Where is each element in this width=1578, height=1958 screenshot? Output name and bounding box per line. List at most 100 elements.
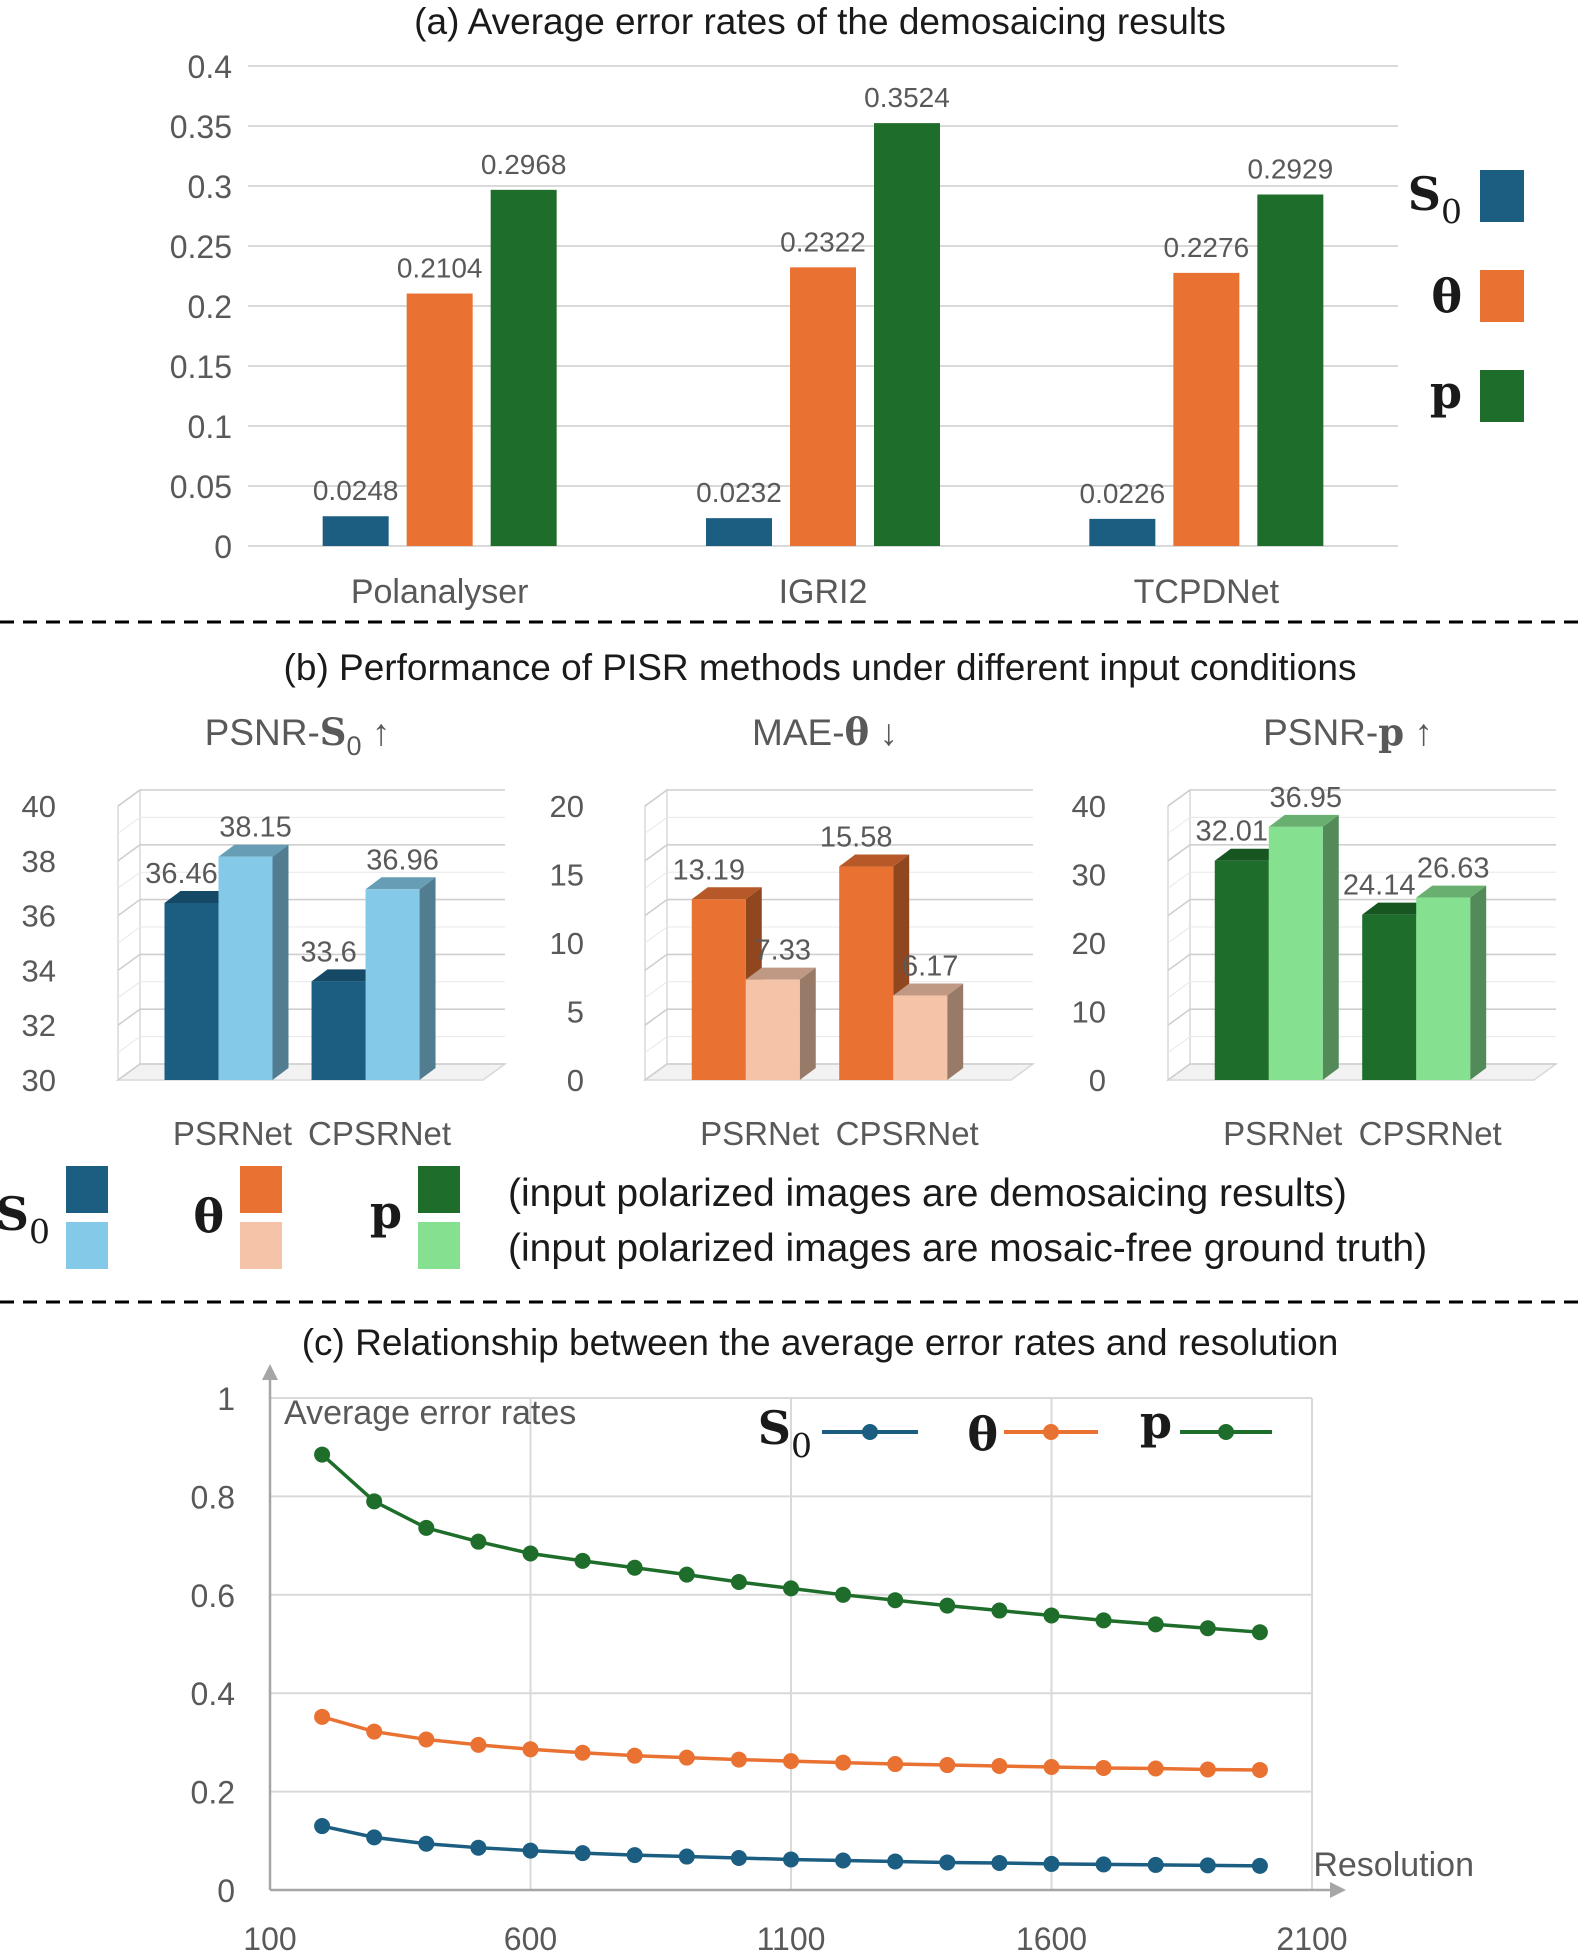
data-point: [522, 1842, 539, 1859]
x-tick-label: 1600: [1016, 1921, 1087, 1957]
bar-PSRNet-series1: [745, 967, 816, 1080]
legend-b-p-light-swatch: [418, 1222, 460, 1269]
data-point: [991, 1854, 1008, 1871]
y-tick-label: 0.4: [191, 1676, 235, 1712]
legend-b-p-label: p: [370, 1185, 402, 1239]
x-category-label: CPSRNet: [1359, 1115, 1502, 1152]
data-point: [939, 1854, 956, 1871]
data-point: [835, 1754, 852, 1771]
y-tick-label: 0.1: [188, 409, 232, 445]
data-point: [418, 1731, 435, 1748]
data-point: [314, 1708, 331, 1725]
y-axis-arrow: [262, 1364, 278, 1380]
data-label: 0.3524: [864, 82, 950, 113]
legend-b-p-dark-swatch: [418, 1166, 460, 1213]
legend-b-theta-label: θ: [193, 1189, 224, 1243]
y-tick-label: 32: [22, 1008, 56, 1043]
y-tick-label: 10: [550, 926, 584, 961]
legend-b-s0-label: S0: [0, 1187, 50, 1251]
data-label: 0.2968: [481, 149, 567, 180]
grid-line: [117, 816, 505, 834]
x-category-label: CPSRNet: [836, 1115, 979, 1152]
y-tick-label: 0.15: [170, 349, 232, 385]
legend-c-theta-marker: [1043, 1424, 1059, 1440]
y-tick-label: 20: [550, 789, 584, 824]
bar-CPSRNet-series1: [1416, 885, 1487, 1080]
data-point: [887, 1592, 904, 1609]
x-tick-label: 1100: [757, 1921, 826, 1957]
x-category-label: PSRNet: [1223, 1115, 1342, 1152]
data-label: 33.6: [300, 936, 356, 968]
chart-c-title: (c) Relationship between the average err…: [302, 1322, 1339, 1363]
data-point: [678, 1749, 695, 1766]
x-tick-label: 600: [504, 1921, 557, 1957]
data-point: [1095, 1759, 1112, 1776]
data-point: [1043, 1855, 1060, 1872]
y-tick-label: 0.2: [191, 1775, 235, 1811]
data-point: [939, 1597, 956, 1614]
y-tick-label: 1: [217, 1381, 235, 1417]
legend-b-s0-light-swatch: [66, 1222, 108, 1269]
data-label: 0.0248: [313, 475, 399, 506]
y-tick-label: 40: [1072, 789, 1106, 824]
data-point: [366, 1723, 383, 1740]
y-tick-label: 5: [567, 995, 584, 1030]
data-point: [835, 1586, 852, 1603]
data-point: [887, 1853, 904, 1870]
grid-line: [644, 789, 1033, 807]
bar-p-IGRI2: [874, 123, 940, 547]
legend-c-theta-label: θ: [967, 1407, 998, 1461]
data-point: [1147, 1856, 1164, 1873]
grid-line: [644, 926, 1033, 944]
y-tick-label: 38: [22, 844, 56, 879]
subplot-title: PSNR-p ↑: [1263, 710, 1433, 754]
legend-b-s0-dark-swatch: [66, 1166, 108, 1213]
x-category-label: CPSRNet: [308, 1115, 451, 1152]
legend-c-p-marker: [1218, 1424, 1234, 1440]
legend-b-theta-light-swatch: [240, 1222, 282, 1269]
grid-line: [644, 816, 1033, 834]
data-label: 26.63: [1417, 853, 1490, 885]
y-tick-label: 36: [22, 899, 56, 934]
data-point: [626, 1847, 643, 1864]
y-axis-label: Average error rates: [284, 1394, 576, 1432]
y-tick-label: 0.25: [170, 229, 232, 265]
data-label: 0.0232: [696, 477, 782, 508]
legend-b-theta-dark-swatch: [240, 1166, 282, 1213]
y-tick-label: 0: [217, 1873, 235, 1909]
y-tick-label: 40: [22, 789, 56, 824]
data-point: [939, 1757, 956, 1774]
legend-a-s0-label: S0: [1408, 167, 1462, 231]
data-point: [366, 1829, 383, 1846]
legend-a-s0-swatch: [1480, 170, 1524, 222]
data-label: 36.95: [1269, 782, 1342, 814]
legend-c-p-label: p: [1140, 1395, 1172, 1449]
data-label: 6.17: [902, 950, 958, 982]
grid-line: [1167, 816, 1556, 834]
data-point: [1251, 1857, 1268, 1874]
data-point: [991, 1602, 1008, 1619]
chart-a: 0 0.05 0.1 0.15 0.2 0.25 0.3 0.35 0.4 Polanalyser…: [170, 49, 1524, 611]
data-point: [991, 1758, 1008, 1775]
data-point: [574, 1744, 591, 1761]
bar-S0-IGRI2: [706, 518, 772, 546]
y-tick-label: 0.3: [188, 169, 232, 205]
x-category-label: PSRNet: [173, 1115, 292, 1152]
grid-line: [117, 789, 505, 807]
data-point: [887, 1756, 904, 1773]
bar-S0-Polanalyser: [322, 516, 389, 546]
data-point: [783, 1753, 799, 1770]
data-label: 0.2929: [1248, 154, 1334, 185]
data-point: [314, 1818, 331, 1835]
data-point: [1095, 1612, 1112, 1629]
data-point: [470, 1839, 487, 1856]
legend-a-p-label: p: [1430, 365, 1462, 419]
grid-line: [1167, 789, 1556, 807]
x-category-label: Polanalyser: [351, 573, 529, 611]
legend-c-s0-marker: [862, 1424, 878, 1440]
data-point: [1095, 1856, 1112, 1873]
legend-a-p-swatch: [1480, 370, 1524, 422]
data-point: [678, 1566, 695, 1583]
